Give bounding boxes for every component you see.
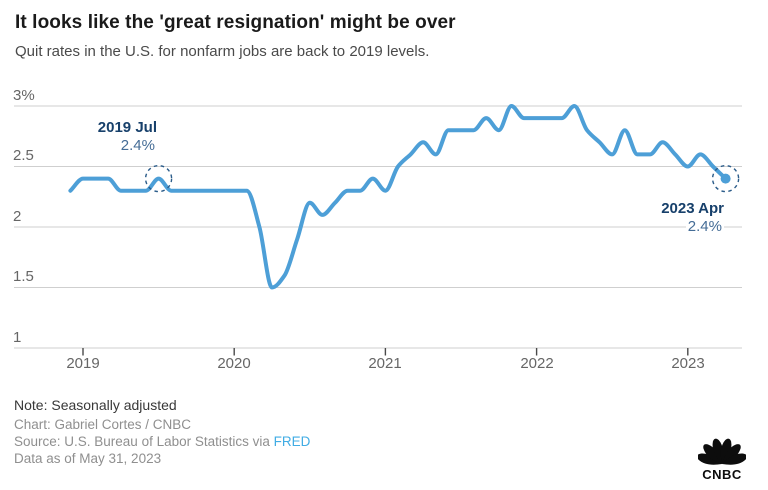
footer-credit: Chart: Gabriel Cortes / CNBC (14, 417, 192, 432)
x-axis-label-2020: 2020 (217, 355, 251, 372)
page-subtitle: Quit rates in the U.S. for nonfarm jobs … (15, 43, 430, 60)
x-axis-label-2019: 2019 (66, 355, 100, 372)
x-axis-label-2022: 2022 (520, 355, 554, 372)
footer-source-text: Source: U.S. Bureau of Labor Statistics … (14, 434, 274, 449)
annotation-label: 2019 Jul (97, 119, 157, 136)
y-axis-label-1: 1 (13, 329, 22, 346)
footer-source: Source: U.S. Bureau of Labor Statistics … (14, 434, 310, 449)
cnbc-wordmark: CNBC (702, 467, 742, 482)
y-axis-label-2: 2 (13, 208, 22, 225)
y-axis-label-3pct: 3% (13, 87, 35, 104)
annotation-circle-2019-jul (144, 164, 173, 193)
cnbc-peacock-icon (698, 438, 746, 465)
page-title: It looks like the 'great resignation' mi… (15, 12, 456, 33)
x-axis-label-2021: 2021 (368, 355, 402, 372)
annotation-value: 2.4% (118, 137, 157, 155)
annotation-label: 2023 Apr (661, 200, 724, 217)
y-axis-label-1-5: 1.5 (13, 268, 34, 285)
gridlines (14, 105, 742, 349)
annotation-circle-2023-apr (711, 164, 740, 193)
annotation-2023-apr: 2023 Apr 2.4% (661, 200, 724, 236)
fred-link[interactable]: FRED (273, 434, 311, 449)
footer-data-asof: Data as of May 31, 2023 (14, 451, 162, 466)
cnbc-logo: CNBC (698, 438, 746, 482)
quit-rate-line (68, 104, 728, 290)
annotation-value: 2.4% (685, 218, 724, 236)
series-end-point-dot (720, 173, 731, 184)
y-axis-label-2-5: 2.5 (13, 147, 34, 164)
x-axis-ticks (82, 348, 689, 356)
footer-note: Note: Seasonally adjusted (14, 397, 177, 413)
annotation-2019-jul: 2019 Jul 2.4% (98, 119, 157, 155)
x-axis-label-2023: 2023 (671, 355, 705, 372)
